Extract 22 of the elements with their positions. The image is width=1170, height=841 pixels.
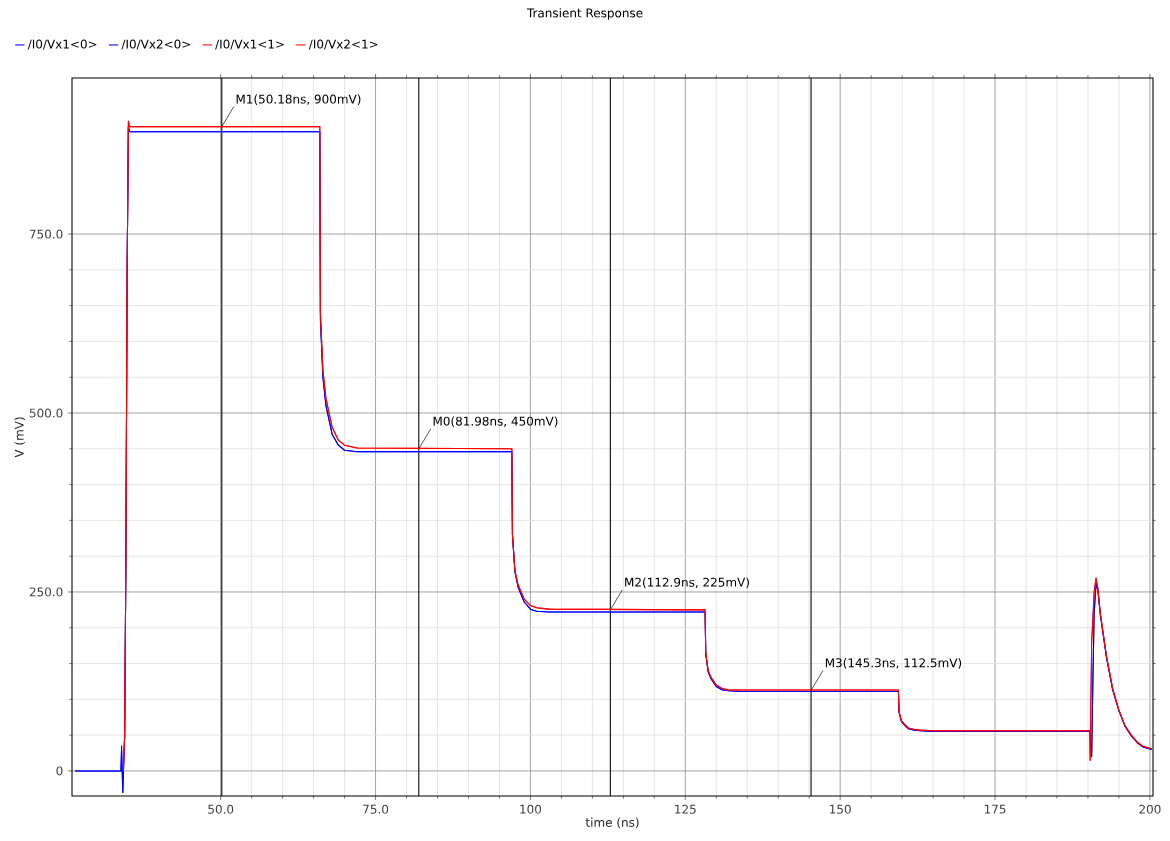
- x-tick-label: 100: [520, 804, 542, 814]
- chart-title: Transient Response: [526, 8, 643, 20]
- x-axis-title: time (ns): [585, 817, 639, 829]
- x-tick-label: 200: [1139, 804, 1161, 814]
- legend-label: /I0/Vx2<0>: [121, 39, 191, 50]
- y-axis-title: V (mV): [14, 417, 26, 458]
- y-tick-label: 750.0: [29, 229, 63, 239]
- annotation: M1(50.18ns, 900mV): [236, 94, 361, 105]
- legend-label: /I0/Vx1<0>: [27, 39, 97, 50]
- y-tick-label: 250.0: [29, 587, 63, 597]
- x-tick-label: 150: [830, 804, 851, 814]
- legend-label: /I0/Vx1<1>: [215, 39, 284, 50]
- annotation: M0(81.98ns, 450mV): [433, 416, 558, 428]
- y-tick-label: 500.0: [29, 408, 63, 418]
- legend-label: /I0/Vx2<1>: [308, 39, 378, 50]
- y-tick-label: 0: [56, 766, 63, 776]
- x-tick-label: 175: [984, 804, 1006, 814]
- x-tick-label: 125: [675, 804, 696, 814]
- annotation: M3(145.3ns, 112.5mV): [825, 658, 962, 669]
- x-tick-label: 75.0: [363, 804, 389, 814]
- annotation: M2(112.9ns, 225mV): [625, 577, 749, 589]
- x-tick-label: 50.0: [208, 804, 234, 814]
